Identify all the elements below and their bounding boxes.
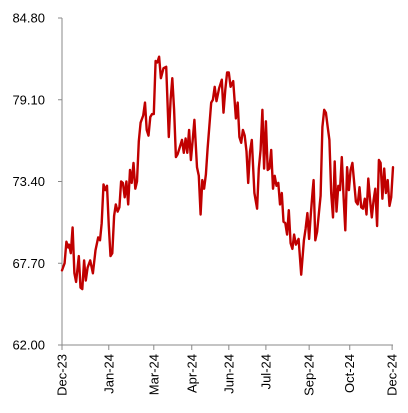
y-tick-label: 84.80 — [12, 11, 45, 26]
x-tick-label: Oct-24 — [342, 354, 357, 393]
x-tick-label: Dec-23 — [55, 354, 70, 396]
series-layer — [60, 55, 395, 291]
y-tick-label: 67.70 — [12, 256, 45, 271]
x-tick-label: Jun-24 — [221, 354, 236, 394]
x-tick-label: Apr-24 — [184, 354, 199, 393]
x-tick-label: Jan-24 — [101, 354, 116, 394]
axes — [58, 17, 393, 350]
series-line — [60, 55, 395, 291]
x-tick-label: Mar-24 — [146, 354, 161, 395]
x-tick-label: Sep-24 — [302, 354, 317, 396]
y-tick-label: 62.00 — [12, 338, 45, 353]
tick-labels: 62.00 67.70 73.40 79.10 84.80 Dec-23 Jan-24 Mar… — [12, 11, 399, 396]
x-tick-label: Dec-24 — [385, 354, 400, 396]
y-tick-label: 79.10 — [12, 92, 45, 107]
x-tick-label: Jul-24 — [258, 354, 273, 389]
y-tick-label: 73.40 — [12, 174, 45, 189]
